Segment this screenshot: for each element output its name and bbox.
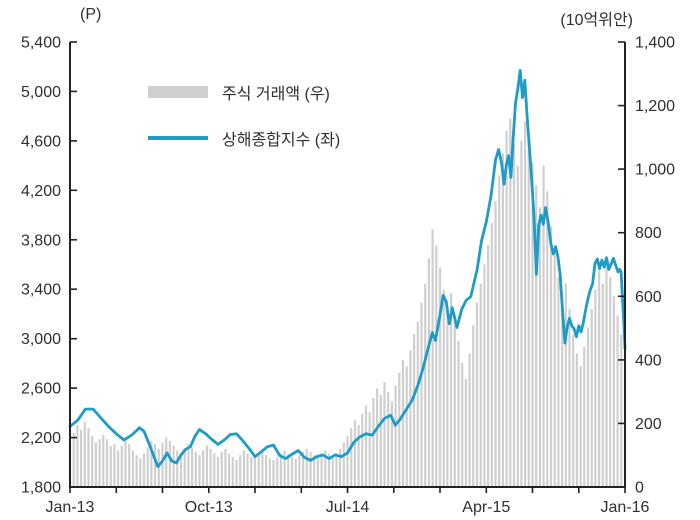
legend-item-volume: 주식 거래액 (우) (148, 82, 340, 103)
left-tick-label: 2,200 (21, 430, 61, 447)
legend: 주식 거래액 (우) 상해종합지수 (좌) (148, 82, 341, 149)
right-tick-label: 0 (635, 480, 644, 497)
left-axis-unit: (P) (80, 6, 102, 23)
right-tick-label: 800 (635, 225, 662, 242)
axis-labels: 5,400 5,000 4,600 4,200 3,800 3,400 3,000 2,600… (21, 35, 675, 517)
left-tick-label: 4,200 (21, 183, 61, 200)
legend-item-index: 상해종합지수 (좌) (148, 128, 341, 149)
right-tick-label: 400 (635, 352, 662, 369)
left-tick-label: 3,000 (21, 331, 61, 348)
tick-marks (69, 41, 626, 493)
legend-label-index: 상해종합지수 (좌) (222, 132, 341, 149)
left-tick-label: 1,800 (21, 480, 61, 497)
left-tick-label: 4,600 (21, 133, 61, 150)
x-tick-label: Jul-14 (326, 499, 370, 516)
x-tick-label: Oct-13 (185, 499, 233, 516)
x-tick-label: Jan-16 (601, 499, 650, 516)
left-tick-label: 3,800 (21, 232, 61, 249)
volume-bars (68, 118, 627, 488)
right-tick-label: 1,000 (635, 162, 675, 179)
index-line-swatch (148, 136, 208, 140)
right-tick-label: 1,200 (635, 98, 675, 115)
left-tick-label: 5,400 (21, 35, 61, 52)
x-tick-label: Jan-13 (46, 499, 95, 516)
right-tick-label: 600 (635, 289, 662, 306)
x-tick-label: Apr-15 (462, 499, 510, 516)
right-tick-label: 1,400 (635, 35, 675, 52)
right-tick-label: 200 (635, 416, 662, 433)
volume-bar-swatch (148, 86, 208, 98)
legend-label-volume: 주식 거래액 (우) (222, 86, 330, 103)
left-tick-label: 2,600 (21, 381, 61, 398)
right-axis-unit: (10억위안) (560, 12, 633, 29)
index-line (68, 69, 627, 468)
left-tick-label: 5,000 (21, 84, 61, 101)
left-tick-label: 3,400 (21, 282, 61, 299)
